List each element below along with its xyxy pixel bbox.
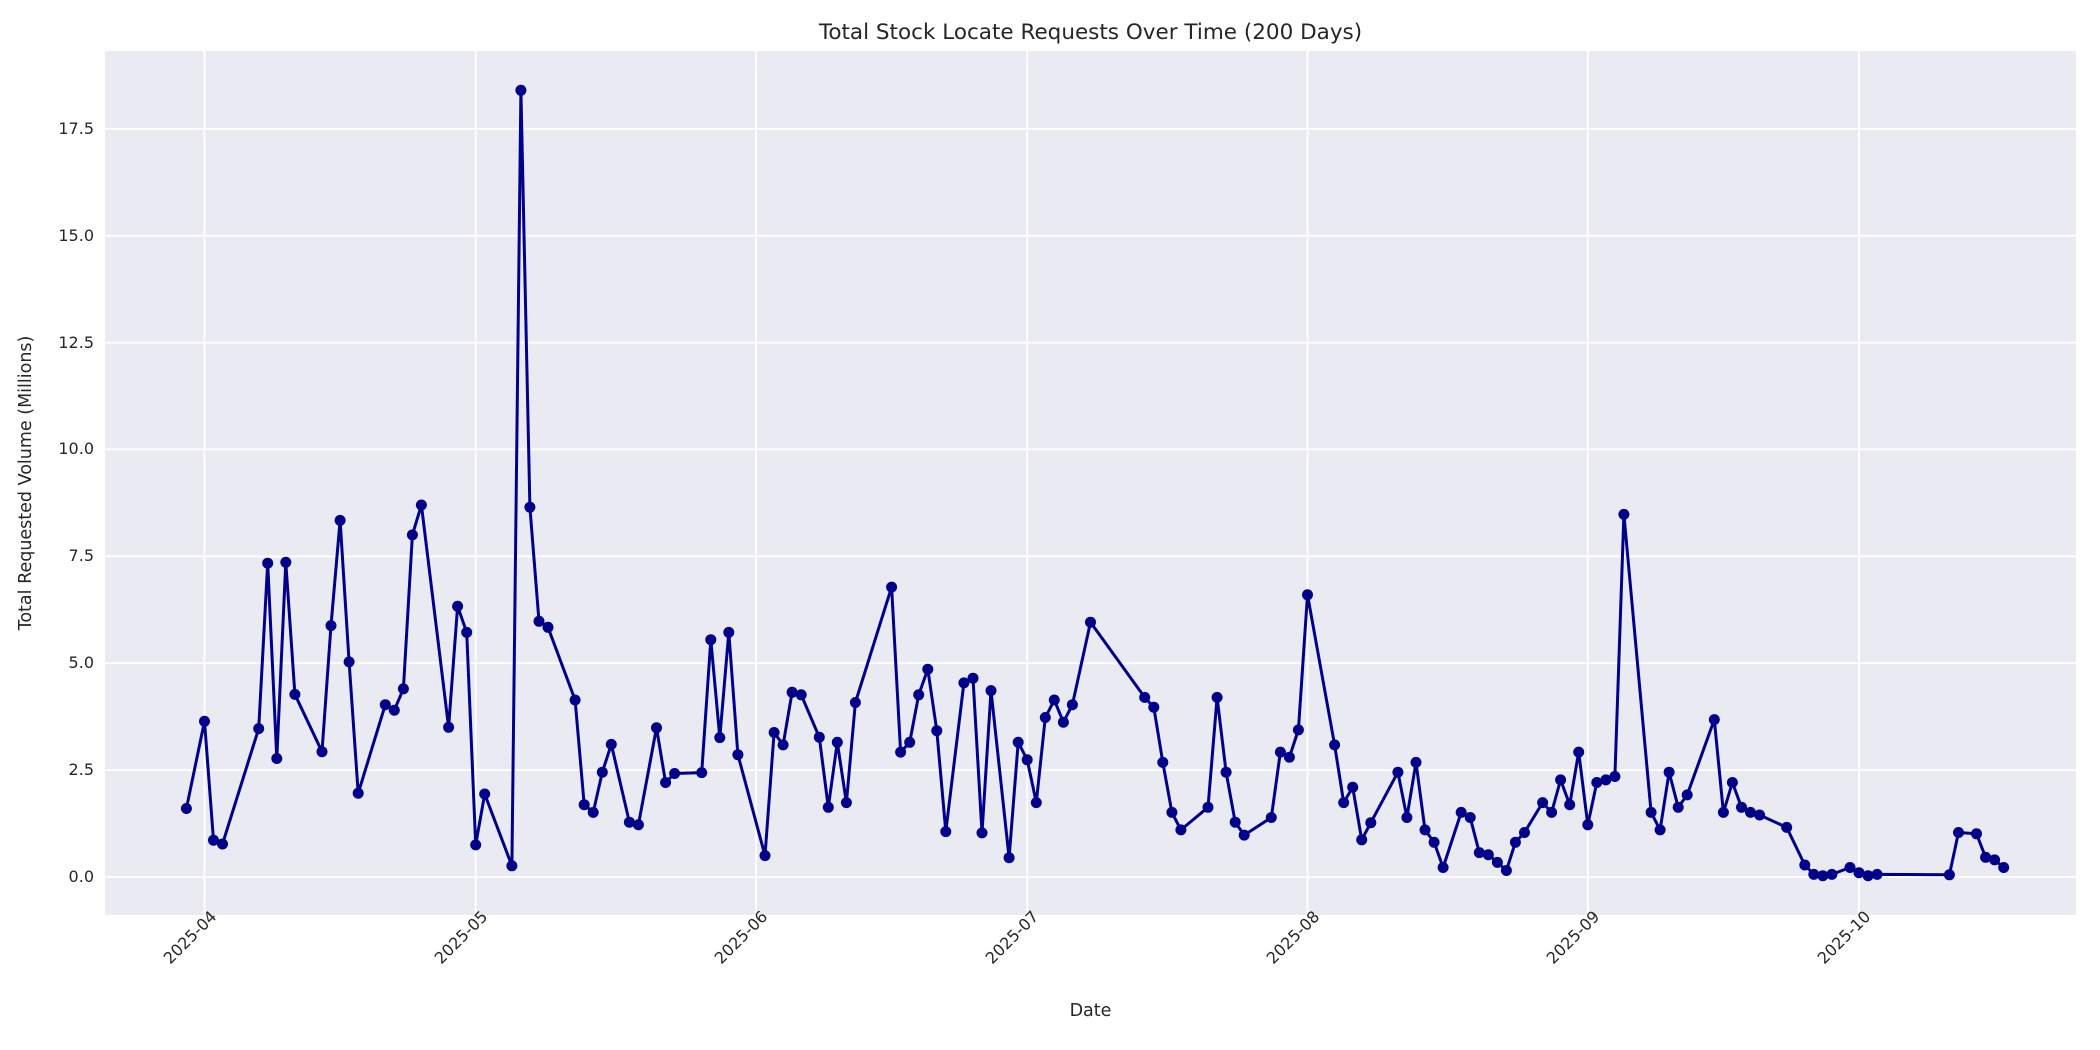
gridlines: [105, 51, 2076, 915]
plot-area: [105, 51, 2076, 915]
y-tick-label: 2.5: [68, 760, 94, 780]
y-tick-label: 0.0: [68, 866, 94, 886]
y-axis-label: Total Requested Volume (Millions): [16, 335, 36, 631]
y-tick-label: 5.0: [68, 653, 94, 673]
y-tick-label: 12.5: [58, 332, 94, 352]
x-axis-label: Date: [1069, 1001, 1112, 1021]
y-tick-label: 17.5: [58, 118, 94, 138]
y-tick-label: 7.5: [68, 546, 94, 566]
chart-title: Total Stock Locate Requests Over Time (2…: [818, 20, 1363, 45]
data-line: [184, 88, 2006, 878]
y-tick-label: 10.0: [58, 439, 94, 459]
y-tick-label: 15.0: [58, 225, 94, 245]
data-points: [180, 84, 2010, 882]
